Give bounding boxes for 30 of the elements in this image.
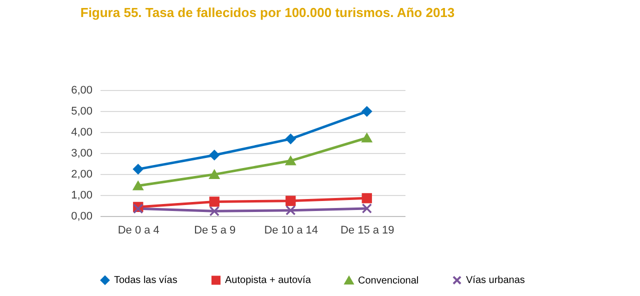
y-tick-label: 6,00 — [71, 84, 92, 96]
point — [133, 181, 144, 190]
y-tick-label: 2,00 — [71, 168, 92, 180]
point — [209, 170, 220, 179]
chart-title: Figura 55. Tasa de fallecidos por 100.000 turismos. Año 2013 — [80, 5, 455, 20]
point — [362, 193, 372, 204]
y-tick-label: 0,00 — [71, 210, 92, 222]
point — [209, 196, 220, 207]
legend-label: Autopista + autovía — [225, 275, 312, 286]
y-tick-label: 1,00 — [71, 190, 92, 202]
x-tick-label: De 10 a 14 — [264, 224, 318, 236]
legend-label: Convencional — [358, 275, 419, 286]
x-tick-label: De 0 a 4 — [118, 224, 160, 236]
point — [362, 203, 372, 214]
point — [362, 133, 372, 142]
x-tick-label: De 5 a 9 — [194, 224, 236, 236]
y-tick-label: 5,00 — [71, 106, 92, 118]
x-tick-label: De 15 a 19 — [340, 224, 394, 236]
point — [133, 164, 144, 174]
y-tick-label: 4,00 — [71, 126, 92, 138]
point — [286, 205, 296, 216]
point — [209, 150, 220, 160]
point — [286, 196, 296, 206]
legend-label: Vías urbanas — [466, 275, 525, 286]
legend-label: Todas las vías — [114, 275, 178, 286]
point — [286, 134, 296, 144]
point — [362, 106, 372, 117]
y-tick-label: 3,00 — [71, 148, 92, 160]
point — [209, 206, 220, 216]
point — [286, 156, 296, 166]
